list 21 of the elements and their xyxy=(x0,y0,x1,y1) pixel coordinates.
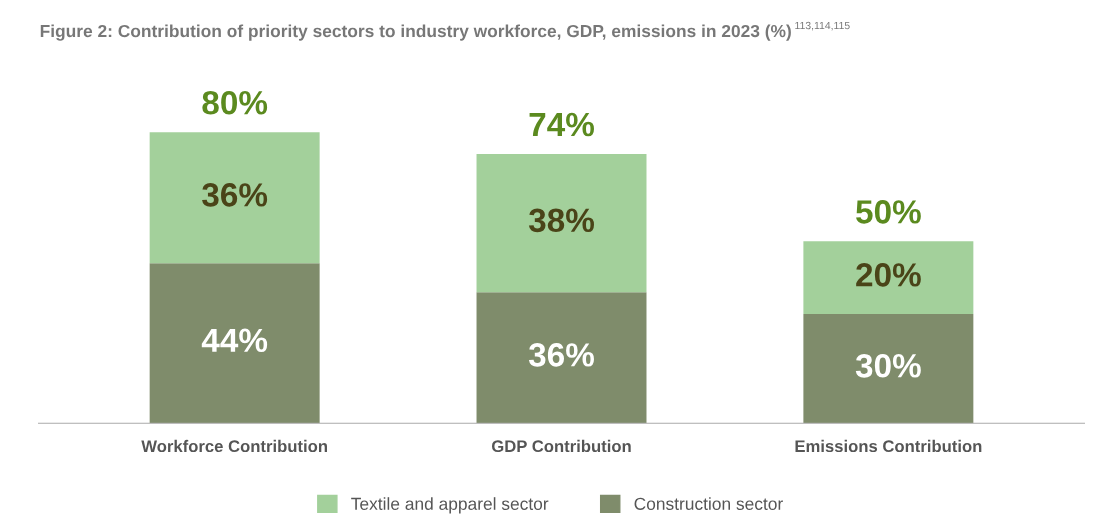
bar xyxy=(803,314,974,424)
chart-title: Figure 2: Contribution of priority sectors to industry workforce, GDP, emissions in 2023 (%)113,114,115 xyxy=(40,21,850,41)
bar xyxy=(476,292,647,424)
x-tick-label: Workforce Contribution xyxy=(141,439,327,453)
x-tick-label: GDP Contribution xyxy=(491,439,631,453)
bar xyxy=(476,154,647,293)
data-label: 20% xyxy=(856,263,921,287)
data-label: 36% xyxy=(202,183,268,207)
bar xyxy=(149,132,320,264)
data-label: 36% xyxy=(528,343,594,367)
total-label: 50% xyxy=(856,200,921,224)
legend-label: Textile and apparel sector xyxy=(351,497,549,514)
data-label: 38% xyxy=(528,208,594,233)
bar xyxy=(803,241,974,315)
legend-label: Construction sector xyxy=(634,497,783,510)
data-label: 30% xyxy=(855,353,921,378)
bar xyxy=(149,263,320,424)
total-label: 74% xyxy=(529,112,594,137)
total-label: 80% xyxy=(202,90,268,115)
data-label: 44% xyxy=(201,328,268,353)
x-tick-label: Emissions Contribution xyxy=(795,439,982,453)
